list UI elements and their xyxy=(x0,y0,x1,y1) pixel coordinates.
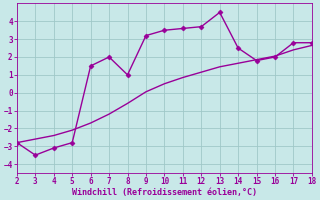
X-axis label: Windchill (Refroidissement éolien,°C): Windchill (Refroidissement éolien,°C) xyxy=(72,188,257,197)
